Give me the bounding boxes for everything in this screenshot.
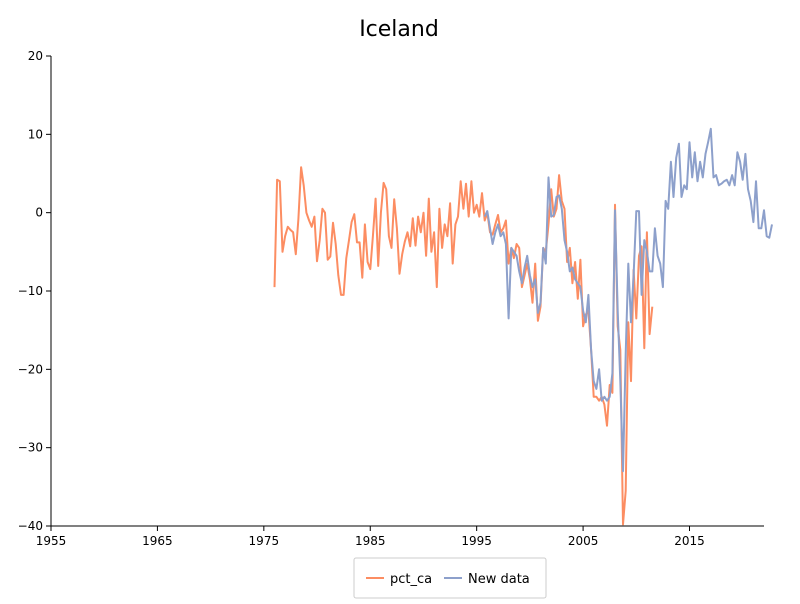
series-line-new-data xyxy=(483,127,773,473)
x-tick-label: 1965 xyxy=(142,534,173,548)
x-tick-label: 1995 xyxy=(461,534,492,548)
x-tick-label: 1975 xyxy=(249,534,280,548)
legend-label: pct_ca xyxy=(390,572,432,587)
y-tick-label: 20 xyxy=(28,49,43,63)
y-tick-label: −10 xyxy=(18,284,43,298)
series-layer xyxy=(273,127,773,526)
legend: pct_ca New data xyxy=(353,557,547,599)
series-line-pct-ca xyxy=(273,166,654,526)
y-tick-label: 0 xyxy=(35,206,43,220)
x-tick-label: 2015 xyxy=(674,534,705,548)
y-tick-label: −20 xyxy=(18,362,43,376)
y-tick-label: −30 xyxy=(18,441,43,455)
x-tick-label: 1985 xyxy=(355,534,386,548)
chart-title: Iceland xyxy=(359,17,439,42)
x-tick-label: 2005 xyxy=(568,534,599,548)
x-tick-label: 1955 xyxy=(36,534,67,548)
y-tick-label: −40 xyxy=(18,519,43,533)
y-tick-label: 10 xyxy=(28,127,43,141)
legend-label: New data xyxy=(468,572,530,587)
